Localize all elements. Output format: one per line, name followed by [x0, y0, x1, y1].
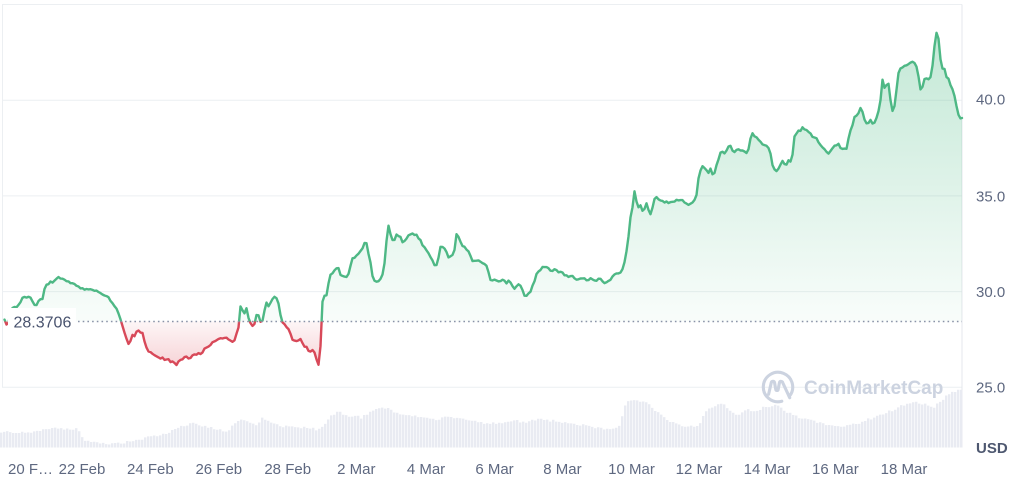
- svg-text:24 Feb: 24 Feb: [127, 461, 174, 478]
- svg-text:14 Mar: 14 Mar: [744, 461, 791, 478]
- svg-text:28 Feb: 28 Feb: [264, 461, 311, 478]
- svg-text:10 Mar: 10 Mar: [608, 461, 655, 478]
- svg-text:25.0: 25.0: [976, 379, 1005, 396]
- svg-text:16 Mar: 16 Mar: [812, 461, 859, 478]
- svg-text:30.0: 30.0: [976, 284, 1005, 301]
- svg-text:28.3706: 28.3706: [14, 314, 72, 331]
- svg-text:40.0: 40.0: [976, 92, 1005, 109]
- svg-text:18 Mar: 18 Mar: [881, 461, 928, 478]
- svg-text:USD: USD: [976, 440, 1008, 457]
- svg-text:20 F…: 20 F…: [8, 461, 53, 478]
- svg-text:26 Feb: 26 Feb: [195, 461, 242, 478]
- svg-text:6 Mar: 6 Mar: [475, 461, 513, 478]
- svg-text:12 Mar: 12 Mar: [676, 461, 723, 478]
- svg-text:CoinMarketCap: CoinMarketCap: [804, 378, 943, 399]
- svg-text:2 Mar: 2 Mar: [337, 461, 375, 478]
- svg-text:4 Mar: 4 Mar: [407, 461, 445, 478]
- svg-text:8 Mar: 8 Mar: [543, 461, 581, 478]
- svg-text:22 Feb: 22 Feb: [59, 461, 106, 478]
- svg-text:35.0: 35.0: [976, 188, 1005, 205]
